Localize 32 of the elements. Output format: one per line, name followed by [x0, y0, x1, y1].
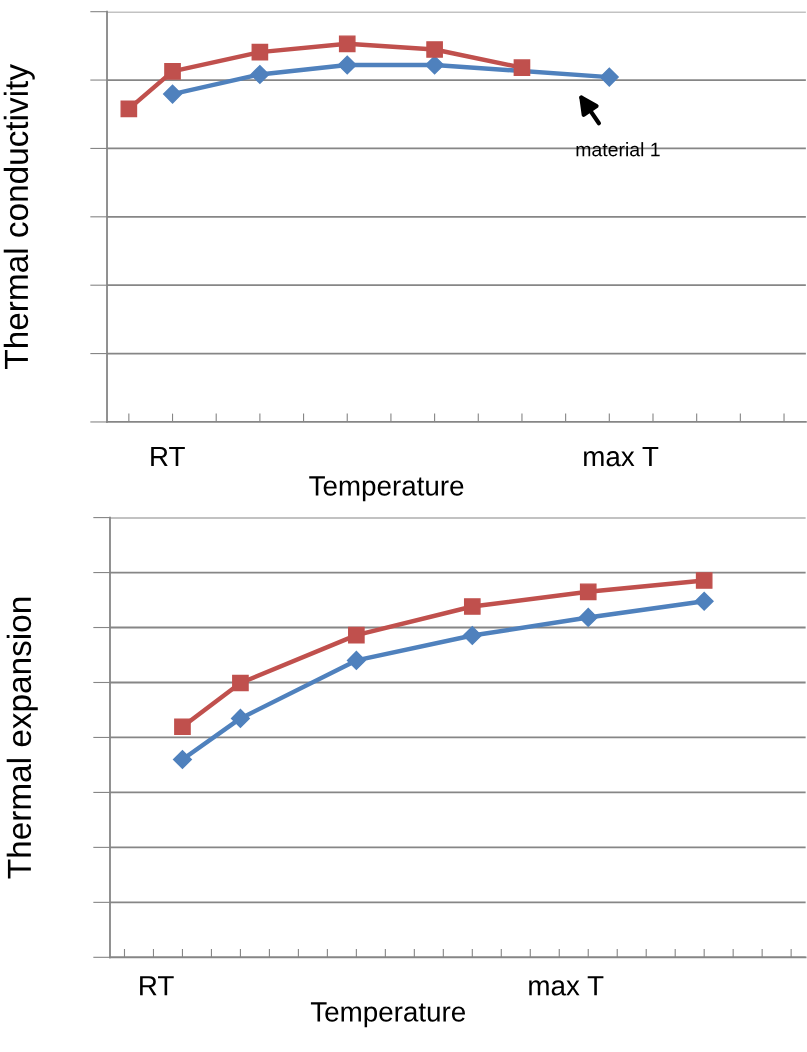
point [513, 59, 531, 76]
point [426, 41, 443, 58]
annotation: material 1 [576, 142, 660, 157]
point [338, 35, 356, 53]
y-axis-title: Thermal expansion [6, 597, 38, 879]
text: max T [529, 976, 604, 996]
point [162, 84, 183, 104]
point [164, 63, 181, 80]
point [695, 572, 713, 589]
point [578, 607, 598, 627]
x-axis-title: Temperature [310, 1002, 465, 1028]
point [579, 583, 597, 601]
point [463, 598, 481, 615]
text: RT [140, 976, 174, 996]
point [120, 100, 138, 118]
point [172, 749, 192, 770]
point [230, 708, 250, 728]
point [462, 625, 482, 646]
point [337, 55, 357, 75]
point [425, 55, 445, 75]
text: RT [151, 446, 185, 467]
point [346, 650, 366, 670]
point [599, 67, 619, 87]
x-axis-title: Temperature [309, 476, 464, 502]
point [174, 718, 191, 736]
point [251, 43, 269, 61]
text: max T [584, 446, 659, 467]
y-axis-title: Thermal conductivity [3, 64, 35, 369]
point [250, 64, 270, 84]
point [232, 674, 249, 692]
point [348, 626, 365, 644]
point [694, 591, 714, 611]
